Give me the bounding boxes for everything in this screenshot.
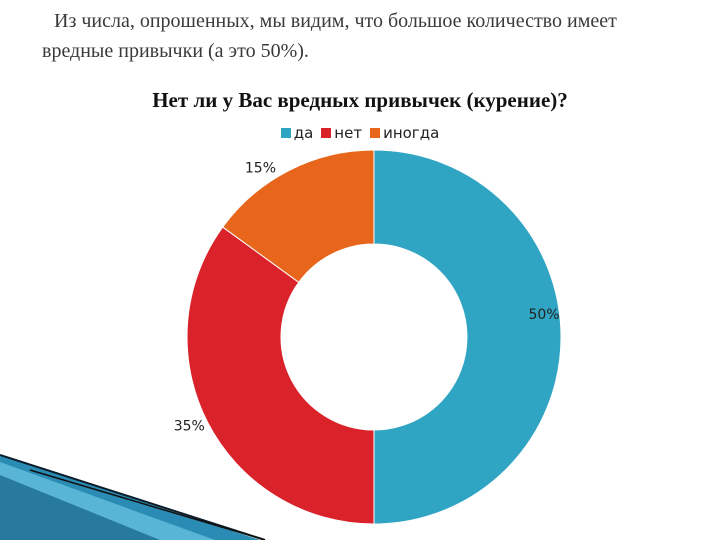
slice-нет <box>186 226 375 525</box>
slice-иногда <box>222 149 375 284</box>
slice-да <box>373 149 562 525</box>
legend-swatch-inogda <box>370 128 381 138</box>
slice-label-да: 50% <box>528 307 559 323</box>
legend-swatch-net <box>321 128 332 138</box>
legend-label-da: да <box>293 124 314 142</box>
intro-text: Из числа, опрошенных, мы видим, что боль… <box>42 10 617 62</box>
legend-item-net: нет <box>321 124 362 142</box>
chart-title: Нет ли у Вас вредных привычек (курение)? <box>152 88 568 112</box>
slice-label-иногда: 15% <box>245 160 276 176</box>
legend-item-da: да <box>280 124 314 142</box>
legend-label-inogda: иногда <box>383 124 440 142</box>
legend-swatch-da <box>280 128 291 138</box>
legend-label-net: нет <box>334 124 363 142</box>
slice-label-нет: 35% <box>174 419 205 435</box>
legend-item-inogda: иногда <box>370 124 439 142</box>
chart-legend: да нет иногда <box>0 124 720 142</box>
